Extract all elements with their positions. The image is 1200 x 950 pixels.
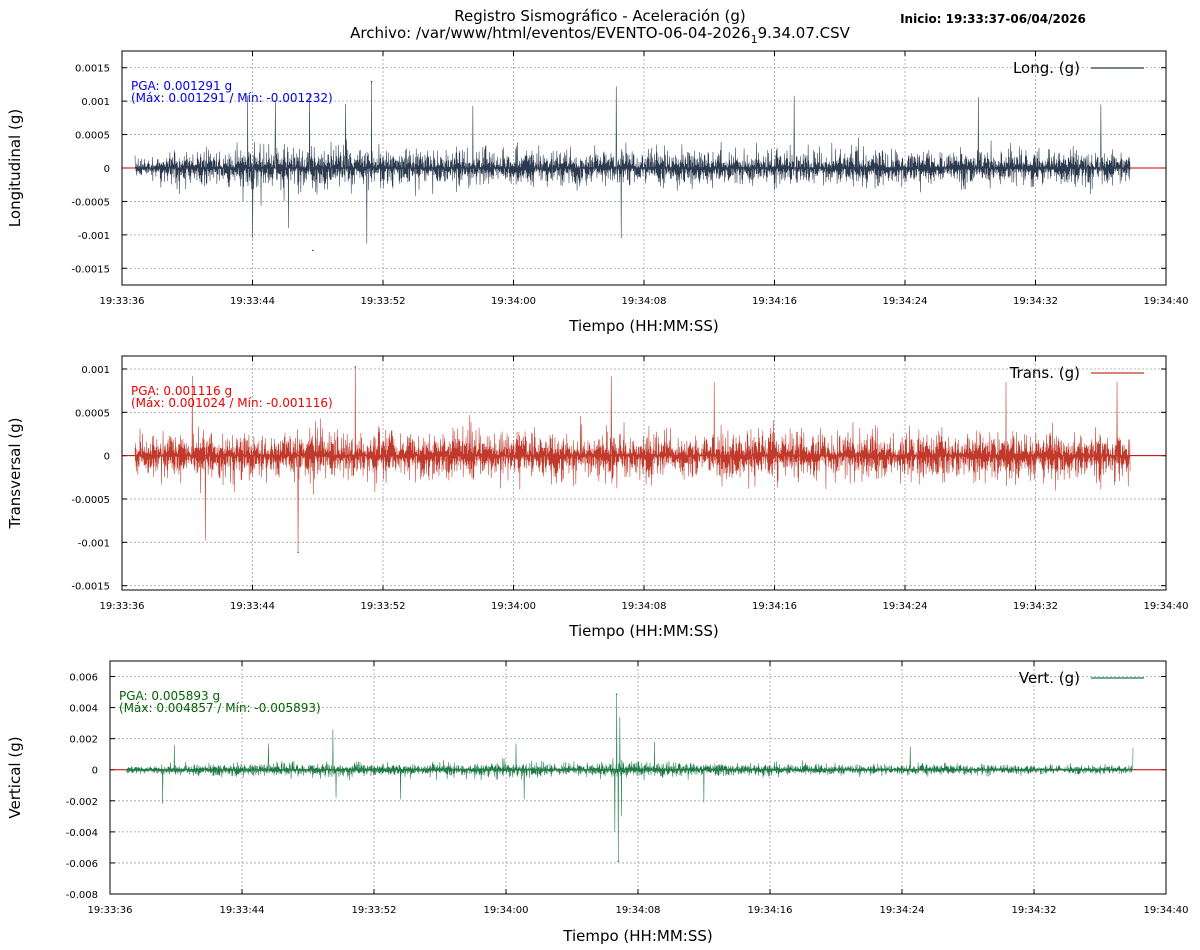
legend-label: Vert. (g) <box>1019 669 1080 687</box>
y-axis-label: Vertical (g) <box>6 736 24 818</box>
file-path-subscript: 1 <box>751 33 758 46</box>
y-tick-label: -0.001 <box>78 231 110 242</box>
pga-annotation: PGA: 0.001291 g <box>131 79 232 93</box>
x-tick-label: 19:34:08 <box>616 905 661 916</box>
x-tick-label: 19:34:16 <box>748 905 793 916</box>
x-tick-label: 19:34:32 <box>1013 296 1058 307</box>
x-tick-label: 19:34:16 <box>752 296 797 307</box>
start-time-label: Inicio: 19:33:37-06/04/2026 <box>900 12 1086 26</box>
x-tick-label: 19:34:40 <box>1144 296 1189 307</box>
x-axis-label: Tiempo (HH:MM:SS) <box>562 927 712 945</box>
y-tick-label: 0 <box>104 452 110 463</box>
x-tick-label: 19:34:16 <box>752 601 797 612</box>
y-axis-label: Longitudinal (g) <box>6 109 24 227</box>
x-axis-label: Tiempo (HH:MM:SS) <box>568 317 718 335</box>
x-tick-label: 19:34:40 <box>1144 601 1189 612</box>
max-min-annotation: (Máx: 0.001291 / Mín: -0.001232) <box>131 91 333 105</box>
x-tick-label: 19:34:24 <box>883 296 928 307</box>
file-path-prefix: Archivo: /var/www/html/eventos/EVENTO-06… <box>350 24 751 42</box>
y-tick-label: 0.0005 <box>75 408 110 419</box>
max-min-annotation: (Máx: 0.001024 / Mín: -0.001116) <box>131 396 333 410</box>
y-tick-label: 0.006 <box>69 673 98 684</box>
figure-file-path: Archivo: /var/www/html/eventos/EVENTO-06… <box>350 24 851 46</box>
x-tick-label: 19:33:52 <box>361 296 406 307</box>
y-tick-label: 0 <box>92 766 98 777</box>
max-min-annotation: (Máx: 0.004857 / Mín: -0.005893) <box>119 701 321 715</box>
max-point <box>615 693 618 696</box>
signal-trace <box>134 366 1131 553</box>
y-tick-label: -0.001 <box>78 538 110 549</box>
y-tick-label: -0.0015 <box>71 582 110 593</box>
x-tick-label: 19:34:00 <box>491 296 536 307</box>
plot-frame <box>109 660 1167 895</box>
x-tick-label: 19:34:24 <box>880 905 925 916</box>
max-point <box>354 366 357 368</box>
y-tick-label: -0.0005 <box>71 197 110 208</box>
x-tick-label: 19:34:00 <box>491 601 536 612</box>
y-tick-label: 0.001 <box>81 365 110 376</box>
y-tick-label: -0.004 <box>66 828 98 839</box>
pga-annotation: PGA: 0.005893 g <box>119 689 220 703</box>
x-tick-label: 19:33:44 <box>230 296 275 307</box>
y-tick-label: -0.002 <box>66 797 98 808</box>
signal-trace <box>126 694 1134 862</box>
y-tick-label: -0.008 <box>66 890 98 901</box>
chart-panel-1: 19:33:36 19:33:44 19:33:52 19:34:00 19:34:08… <box>6 50 1189 335</box>
x-tick-label: 19:34:32 <box>1013 601 1058 612</box>
x-tick-label: 19:34:00 <box>484 905 529 916</box>
min-point <box>297 551 299 554</box>
signal-trace <box>134 81 1131 244</box>
x-tick-label: 19:33:44 <box>230 601 275 612</box>
plot-frame <box>121 355 1167 591</box>
chart-panel-2: 19:33:36 19:33:44 19:33:52 19:34:00 19:34:08… <box>6 355 1189 640</box>
x-tick-label: 19:33:52 <box>352 905 397 916</box>
max-point <box>370 80 373 83</box>
y-tick-label: 0.0015 <box>75 64 110 75</box>
y-tick-label: -0.006 <box>66 859 98 870</box>
y-tick-label: -0.0005 <box>71 495 110 506</box>
x-tick-label: 19:33:44 <box>220 905 265 916</box>
y-tick-label: 0.0005 <box>75 131 110 142</box>
chart-panels: 19:33:36 19:33:44 19:33:52 19:34:00 19:34:08… <box>6 50 1189 945</box>
min-point <box>312 249 314 252</box>
y-tick-label: 0.001 <box>81 97 110 108</box>
y-tick-label: -0.0015 <box>71 264 110 275</box>
x-tick-label: 19:33:36 <box>100 601 145 612</box>
y-tick-label: 0 <box>104 164 110 175</box>
legend-label: Trans. (g) <box>1009 364 1080 382</box>
pga-annotation: PGA: 0.001116 g <box>131 384 232 398</box>
plot-frame <box>121 50 1167 286</box>
y-tick-label: 0.002 <box>69 735 98 746</box>
x-tick-label: 19:33:36 <box>88 905 133 916</box>
y-axis-label: Transversal (g) <box>6 417 24 529</box>
x-tick-label: 19:34:24 <box>883 601 928 612</box>
file-path-suffix: 9.34.07.CSV <box>758 24 851 42</box>
x-axis-label: Tiempo (HH:MM:SS) <box>568 622 718 640</box>
legend-label: Long. (g) <box>1013 59 1080 77</box>
x-tick-label: 19:33:36 <box>100 296 145 307</box>
x-tick-label: 19:34:08 <box>622 296 667 307</box>
x-tick-label: 19:34:08 <box>622 601 667 612</box>
x-tick-label: 19:34:32 <box>1012 905 1057 916</box>
y-tick-label: 0.004 <box>69 704 98 715</box>
figure-title: Registro Sismográfico - Aceleración (g) <box>454 7 745 25</box>
chart-panel-3: 19:33:36 19:33:44 19:33:52 19:34:00 19:34:08… <box>6 660 1189 945</box>
x-tick-label: 19:34:40 <box>1144 905 1189 916</box>
x-tick-label: 19:33:52 <box>361 601 406 612</box>
min-point <box>617 860 619 863</box>
